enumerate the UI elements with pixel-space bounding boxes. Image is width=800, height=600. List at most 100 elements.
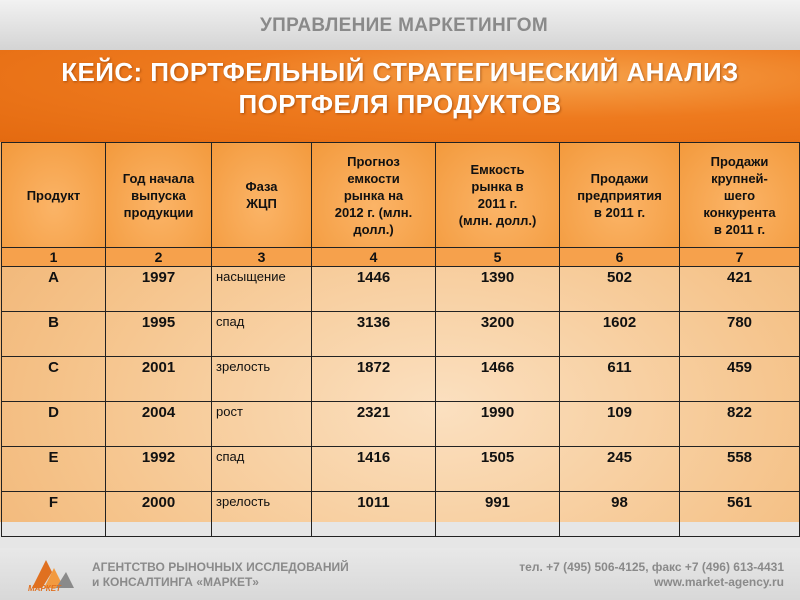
column-header-text: емкости bbox=[347, 170, 400, 186]
agency-line-2: и КОНСАЛТИНГА «МАРКЕТ» bbox=[92, 575, 259, 589]
column-header-text: в 2011 г. bbox=[713, 221, 766, 237]
column-header-text: Фаза bbox=[245, 179, 278, 194]
column-header-text: Продажи bbox=[590, 170, 649, 186]
table-cell: 2000 bbox=[105, 491, 212, 537]
table-cell: 1390 bbox=[435, 266, 560, 312]
table-cell: 1602 bbox=[559, 311, 680, 357]
phone-fax: тел. +7 (495) 506-4125, факс +7 (496) 61… bbox=[519, 560, 784, 574]
contacts: тел. +7 (495) 506-4125, факс +7 (496) 61… bbox=[519, 560, 784, 590]
top-bar: УПРАВЛЕНИЕ МАРКЕТИНГОМ bbox=[0, 0, 800, 50]
table-row: C 2001 зрелость 1872 1466 611 459 bbox=[1, 356, 800, 402]
table-cell: 3136 bbox=[311, 311, 436, 357]
table-row: D 2004 рост 2321 1990 109 822 bbox=[1, 401, 800, 447]
table-cell: 1011 bbox=[311, 491, 436, 537]
table-cell: 2001 bbox=[105, 356, 212, 402]
column-header-text: рынка в bbox=[471, 179, 524, 194]
table-cell: 1872 bbox=[311, 356, 436, 402]
table-cell: зрелость bbox=[211, 356, 312, 402]
table-cell: 421 bbox=[679, 266, 800, 312]
column-header-4: Прогноз емкости рынка на 2012 г. (млн. долл.… bbox=[311, 142, 436, 248]
table-cell: 1992 bbox=[105, 446, 212, 492]
column-header-6: Продажи предприятия в 2011 г. bbox=[559, 142, 680, 248]
table-cell: 1446 bbox=[311, 266, 436, 312]
column-header-3: Фаза ЖЦП bbox=[211, 142, 312, 248]
table-cell: рост bbox=[211, 401, 312, 447]
table-cell: B bbox=[1, 311, 106, 357]
table-cell: 2004 bbox=[105, 401, 212, 447]
column-header-text: Продукт bbox=[26, 187, 81, 203]
table-cell: 502 bbox=[559, 266, 680, 312]
column-header-text: долл.) bbox=[353, 221, 394, 237]
column-header-text: Год начала bbox=[122, 170, 195, 186]
table-cell: 98 bbox=[559, 491, 680, 537]
table-cell: 558 bbox=[679, 446, 800, 492]
column-header-text: Прогноз bbox=[347, 153, 400, 169]
column-header-1: Продукт bbox=[1, 142, 106, 248]
table-cell: A bbox=[1, 266, 106, 312]
table-cell: 1505 bbox=[435, 446, 560, 492]
column-header-text: шего bbox=[723, 187, 756, 203]
slide-title-line-2: ПОРТФЕЛЯ ПРОДУКТОВ bbox=[238, 89, 562, 119]
portfolio-table: Продукт Год начала выпуска продукции Фаза ЖЦП… bbox=[1, 142, 800, 537]
column-header-text: 2012 г. (млн. bbox=[334, 204, 413, 220]
table-row: E 1992 спад 1416 1505 245 558 bbox=[1, 446, 800, 492]
column-header-2: Год начала выпуска продукции bbox=[105, 142, 212, 248]
column-header-text: (млн. долл.) bbox=[458, 213, 537, 228]
column-header-text: продукции bbox=[123, 204, 194, 220]
slide-title-line-1: КЕЙС: ПОРТФЕЛЬНЫЙ СТРАТЕГИЧЕСКИЙ АНАЛИЗ bbox=[61, 57, 739, 87]
table-cell: 3200 bbox=[435, 311, 560, 357]
column-header-5: Емкость рынка в 2011 г. (млн. долл.) bbox=[435, 142, 560, 248]
market-logo-icon bbox=[32, 560, 74, 588]
column-header-text: рынка на bbox=[343, 187, 404, 203]
website-link[interactable]: www.market-agency.ru bbox=[653, 575, 784, 589]
table-cell: 780 bbox=[679, 311, 800, 357]
column-header-text: 2011 г. bbox=[477, 196, 518, 211]
column-number: 6 bbox=[559, 247, 680, 267]
table-cell: 1416 bbox=[311, 446, 436, 492]
column-number: 5 bbox=[435, 247, 560, 267]
table-cell: 245 bbox=[559, 446, 680, 492]
table-area: Продукт Год начала выпуска продукции Фаза ЖЦП… bbox=[0, 142, 800, 537]
column-header-text: выпуска bbox=[131, 187, 186, 203]
column-number: 1 bbox=[1, 247, 106, 267]
table-cell: 109 bbox=[559, 401, 680, 447]
logo-wordmark: МАРКЕТ bbox=[28, 584, 61, 593]
column-header-text: конкурента bbox=[703, 204, 776, 220]
column-header-text: крупней- bbox=[711, 170, 768, 186]
table-cell: C bbox=[1, 356, 106, 402]
agency-line-1: АГЕНТСТВО РЫНОЧНЫХ ИССЛЕДОВАНИЙ bbox=[92, 560, 349, 574]
table-cell: 459 bbox=[679, 356, 800, 402]
table-body: A 1997 насыщение 1446 1390 502 421 B 1995 спад 313… bbox=[1, 266, 800, 537]
table-cell: F bbox=[1, 491, 106, 537]
column-header-text: Емкость bbox=[470, 162, 525, 177]
section-title: УПРАВЛЕНИЕ МАРКЕТИНГОМ bbox=[260, 15, 548, 36]
table-cell: спад bbox=[211, 311, 312, 357]
column-number: 7 bbox=[679, 247, 800, 267]
table-cell: 822 bbox=[679, 401, 800, 447]
table-cell: 611 bbox=[559, 356, 680, 402]
column-number: 3 bbox=[211, 247, 312, 267]
title-band: КЕЙС: ПОРТФЕЛЬНЫЙ СТРАТЕГИЧЕСКИЙ АНАЛИЗ … bbox=[0, 50, 800, 142]
table-cell: 991 bbox=[435, 491, 560, 537]
column-header-text: ЖЦП bbox=[246, 196, 277, 211]
table-cell: 2321 bbox=[311, 401, 436, 447]
table-cell: D bbox=[1, 401, 106, 447]
column-number: 4 bbox=[311, 247, 436, 267]
table-cell: насыщение bbox=[211, 266, 312, 312]
column-header-text: в 2011 г. bbox=[593, 204, 646, 220]
table-row: A 1997 насыщение 1446 1390 502 421 bbox=[1, 266, 800, 312]
column-number: 2 bbox=[105, 247, 212, 267]
table-cell: 1466 bbox=[435, 356, 560, 402]
table-cell: 1997 bbox=[105, 266, 212, 312]
footer: МАРКЕТ АГЕНТСТВО РЫНОЧНЫХ ИССЛЕДОВАНИЙ и… bbox=[0, 548, 800, 600]
table-row: F 2000 зрелость 1011 991 98 561 bbox=[1, 491, 800, 537]
table-row: B 1995 спад 3136 3200 1602 780 bbox=[1, 311, 800, 357]
table-cell: 561 bbox=[679, 491, 800, 537]
table-cell: 1990 bbox=[435, 401, 560, 447]
column-header-text: Продажи bbox=[710, 153, 769, 169]
column-header-7: Продажи крупней-шего конкурента в 2011 г. bbox=[679, 142, 800, 248]
table-cell: E bbox=[1, 446, 106, 492]
agency-name: АГЕНТСТВО РЫНОЧНЫХ ИССЛЕДОВАНИЙ и КОНСАЛ… bbox=[92, 560, 349, 590]
table-cell: 1995 bbox=[105, 311, 212, 357]
